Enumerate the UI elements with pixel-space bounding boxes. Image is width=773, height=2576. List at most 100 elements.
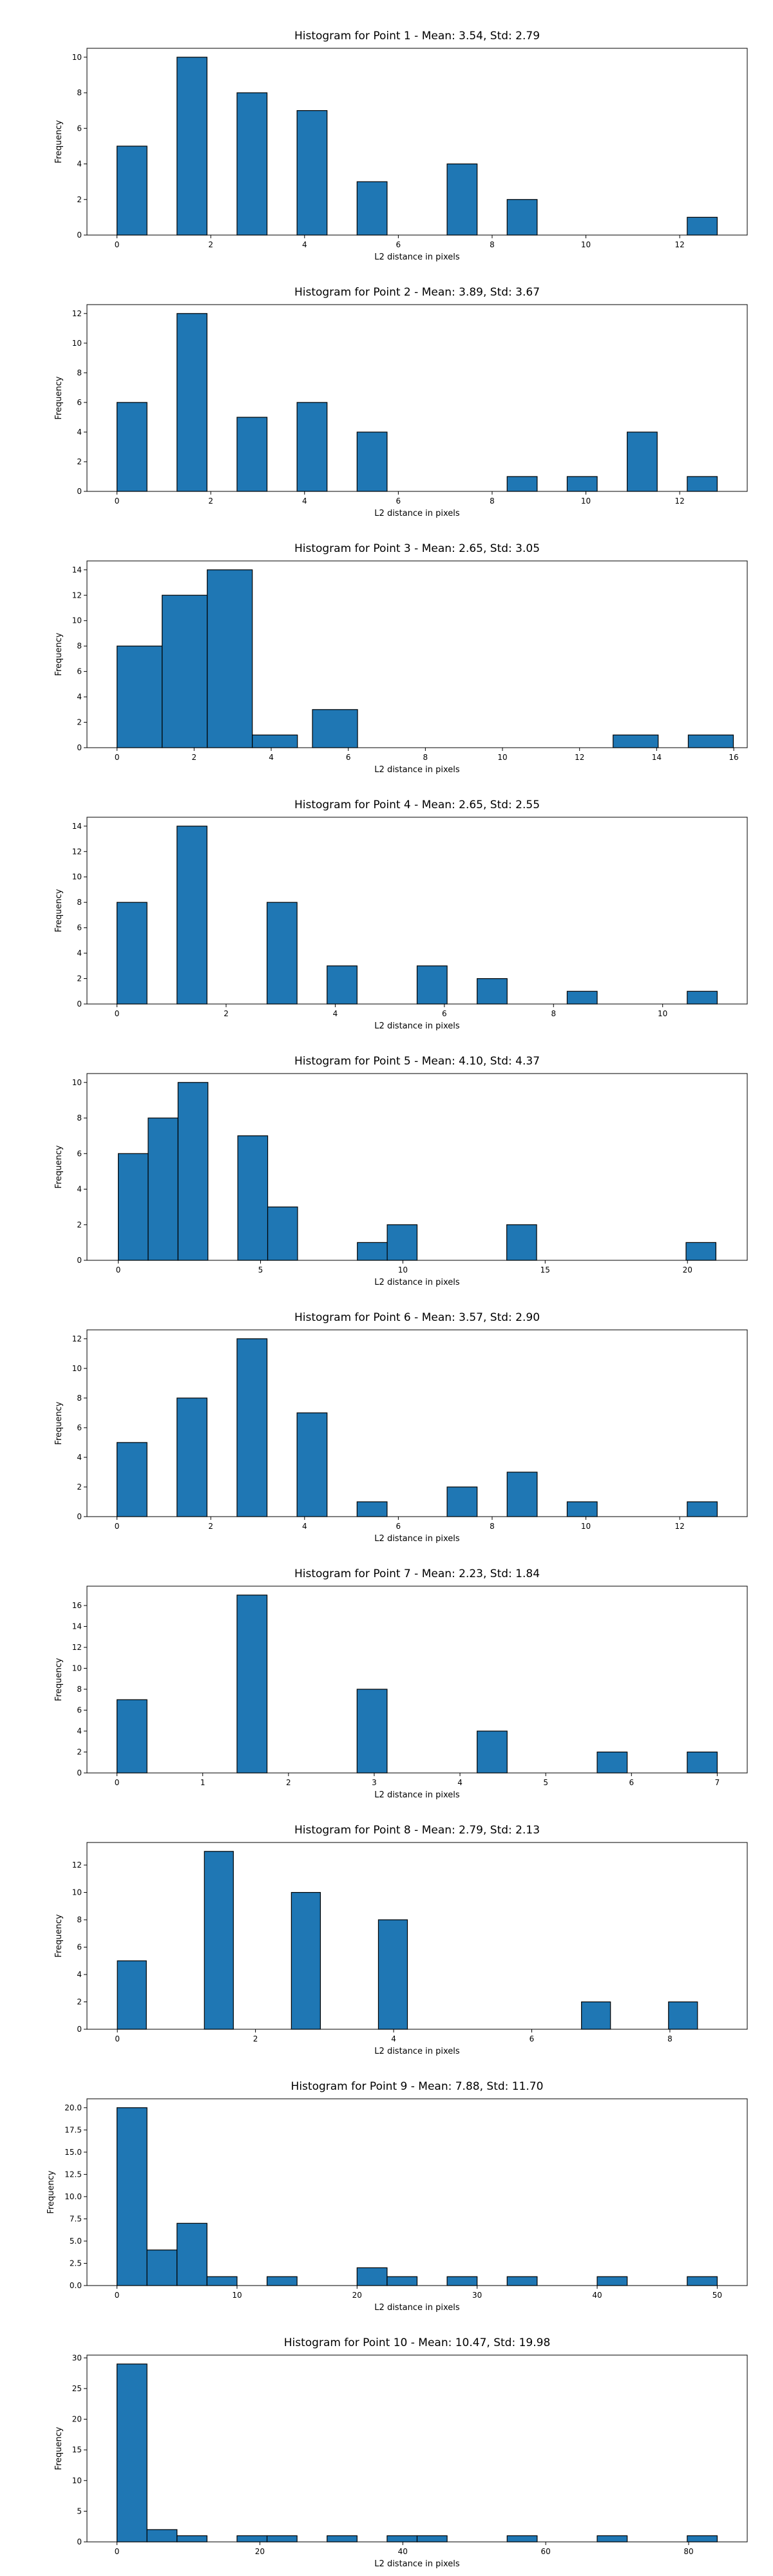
x-tick-label: 0: [115, 1522, 120, 1531]
x-tick-label: 80: [683, 2547, 693, 2556]
y-tick-label: 0: [77, 231, 82, 240]
histogram-bar: [116, 902, 148, 1005]
y-tick-label: 2: [77, 1748, 82, 1757]
y-axis-label: Frequency: [54, 889, 64, 932]
x-axis-label: L2 distance in pixels: [374, 1021, 460, 1031]
x-tick-label: 0: [115, 1778, 120, 1787]
histogram-bar: [386, 2276, 418, 2286]
y-tick-label: 8: [77, 88, 82, 97]
x-tick-label: 10: [398, 1265, 408, 1274]
y-tick-label: 12: [72, 591, 82, 600]
y-axis-label: Frequency: [46, 2170, 56, 2213]
x-tick-label: 0: [115, 240, 120, 249]
histogram-bar: [386, 1224, 418, 1261]
y-tick-label: 10: [72, 616, 82, 625]
histogram-bar: [356, 1501, 388, 1517]
y-tick-label: 4: [77, 428, 82, 437]
x-tick-label: 60: [541, 2547, 551, 2556]
x-tick-label: 10: [658, 1009, 667, 1018]
x-tick-label: 20: [255, 2547, 265, 2556]
axes-frame: [86, 817, 748, 1005]
y-tick-label: 4: [77, 1970, 82, 1979]
chart-panel-8: Histogram for Point 8 - Mean: 2.79, Std:…: [54, 1824, 748, 2056]
y-tick-label: 0: [77, 1768, 82, 1777]
histogram-bar: [177, 1082, 209, 1261]
chart-panel-2: Histogram for Point 2 - Mean: 3.89, Std:…: [54, 286, 748, 518]
histogram-bar: [685, 1242, 717, 1261]
y-tick-label: 14: [72, 565, 82, 574]
y-tick-label: 0: [77, 743, 82, 752]
axes-frame: [86, 560, 748, 748]
histogram-bar: [506, 1472, 538, 1517]
chart-title: Histogram for Point 8 - Mean: 2.79, Std:…: [294, 1824, 540, 1837]
chart-title: Histogram for Point 4 - Mean: 2.65, Std:…: [294, 799, 540, 811]
histogram-bar: [146, 2529, 178, 2543]
y-tick-label: 12: [72, 1643, 82, 1652]
y-tick-label: 17.5: [64, 2125, 82, 2134]
histogram-bar: [266, 902, 298, 1005]
x-tick-label: 16: [729, 753, 738, 762]
axes-frame: [86, 2098, 748, 2286]
histogram-bar: [581, 2001, 611, 2030]
y-tick-label: 12: [72, 847, 82, 856]
histogram-bar: [236, 1595, 268, 1774]
chart-title: Histogram for Point 7 - Mean: 2.23, Std:…: [294, 1567, 540, 1580]
y-tick-label: 0: [77, 2537, 82, 2546]
x-tick-label: 6: [442, 1009, 447, 1018]
y-tick-label: 6: [77, 1149, 82, 1158]
histogram-bar: [506, 476, 538, 492]
y-tick-label: 2: [77, 1482, 82, 1492]
x-tick-label: 2: [253, 2034, 258, 2043]
histogram-bar: [116, 2107, 148, 2286]
histogram-bar: [266, 2276, 298, 2286]
y-tick-label: 12.5: [64, 2170, 82, 2179]
x-axis-label: L2 distance in pixels: [374, 509, 460, 518]
histogram-bar: [506, 2535, 538, 2543]
chart-panel-5: Histogram for Point 5 - Mean: 4.10, Std:…: [54, 1055, 748, 1287]
histogram-bar: [117, 1153, 149, 1261]
histogram-bar: [446, 2276, 478, 2286]
x-tick-label: 0: [115, 1009, 120, 1018]
y-tick-label: 4: [77, 1185, 82, 1194]
x-tick-label: 8: [423, 753, 428, 762]
x-axis-label: L2 distance in pixels: [374, 2303, 460, 2313]
histogram-bar: [207, 569, 253, 748]
histogram-bar: [117, 1960, 147, 2030]
x-tick-label: 14: [652, 753, 662, 762]
x-axis-label: L2 distance in pixels: [374, 1278, 460, 1287]
histogram-bar: [177, 2535, 207, 2543]
histogram-bar: [446, 1486, 478, 1517]
histogram-bar: [416, 2535, 448, 2543]
y-tick-label: 10: [72, 1364, 82, 1373]
histogram-bar: [566, 990, 598, 1005]
y-tick-label: 0.0: [70, 2281, 82, 2290]
histogram-bar: [566, 1501, 598, 1517]
chart-title: Histogram for Point 1 - Mean: 3.54, Std:…: [294, 30, 540, 43]
y-tick-label: 2: [77, 195, 82, 204]
axes-frame: [86, 1329, 748, 1517]
y-tick-label: 15: [72, 2445, 82, 2454]
x-tick-label: 12: [675, 240, 685, 249]
y-tick-label: 6: [77, 124, 82, 133]
y-tick-label: 10.0: [64, 2192, 82, 2201]
histogram-bar: [237, 1135, 269, 1261]
histogram-bar: [506, 2276, 538, 2286]
histogram-bar: [596, 2535, 628, 2543]
x-tick-label: 12: [675, 1522, 685, 1531]
x-axis-label: L2 distance in pixels: [374, 2559, 460, 2569]
histogram-bar: [296, 1412, 328, 1517]
histogram-bar: [506, 1224, 537, 1261]
x-tick-label: 6: [396, 1522, 401, 1531]
histogram-bar: [566, 476, 598, 492]
histogram-bar: [596, 1751, 628, 1774]
x-tick-label: 4: [302, 1522, 307, 1531]
histogram-bar: [204, 1851, 234, 2030]
x-tick-label: 8: [667, 2034, 673, 2043]
histogram-bar: [596, 2276, 628, 2286]
chart-panel-10: Histogram for Point 10 - Mean: 10.47, St…: [54, 2336, 748, 2569]
x-tick-label: 0: [116, 1265, 121, 1274]
y-tick-label: 10: [72, 2476, 82, 2485]
y-axis-label: Frequency: [54, 2427, 64, 2470]
chart-panel-7: Histogram for Point 7 - Mean: 2.23, Std:…: [54, 1567, 748, 1800]
histogram-bar: [377, 1919, 408, 2030]
